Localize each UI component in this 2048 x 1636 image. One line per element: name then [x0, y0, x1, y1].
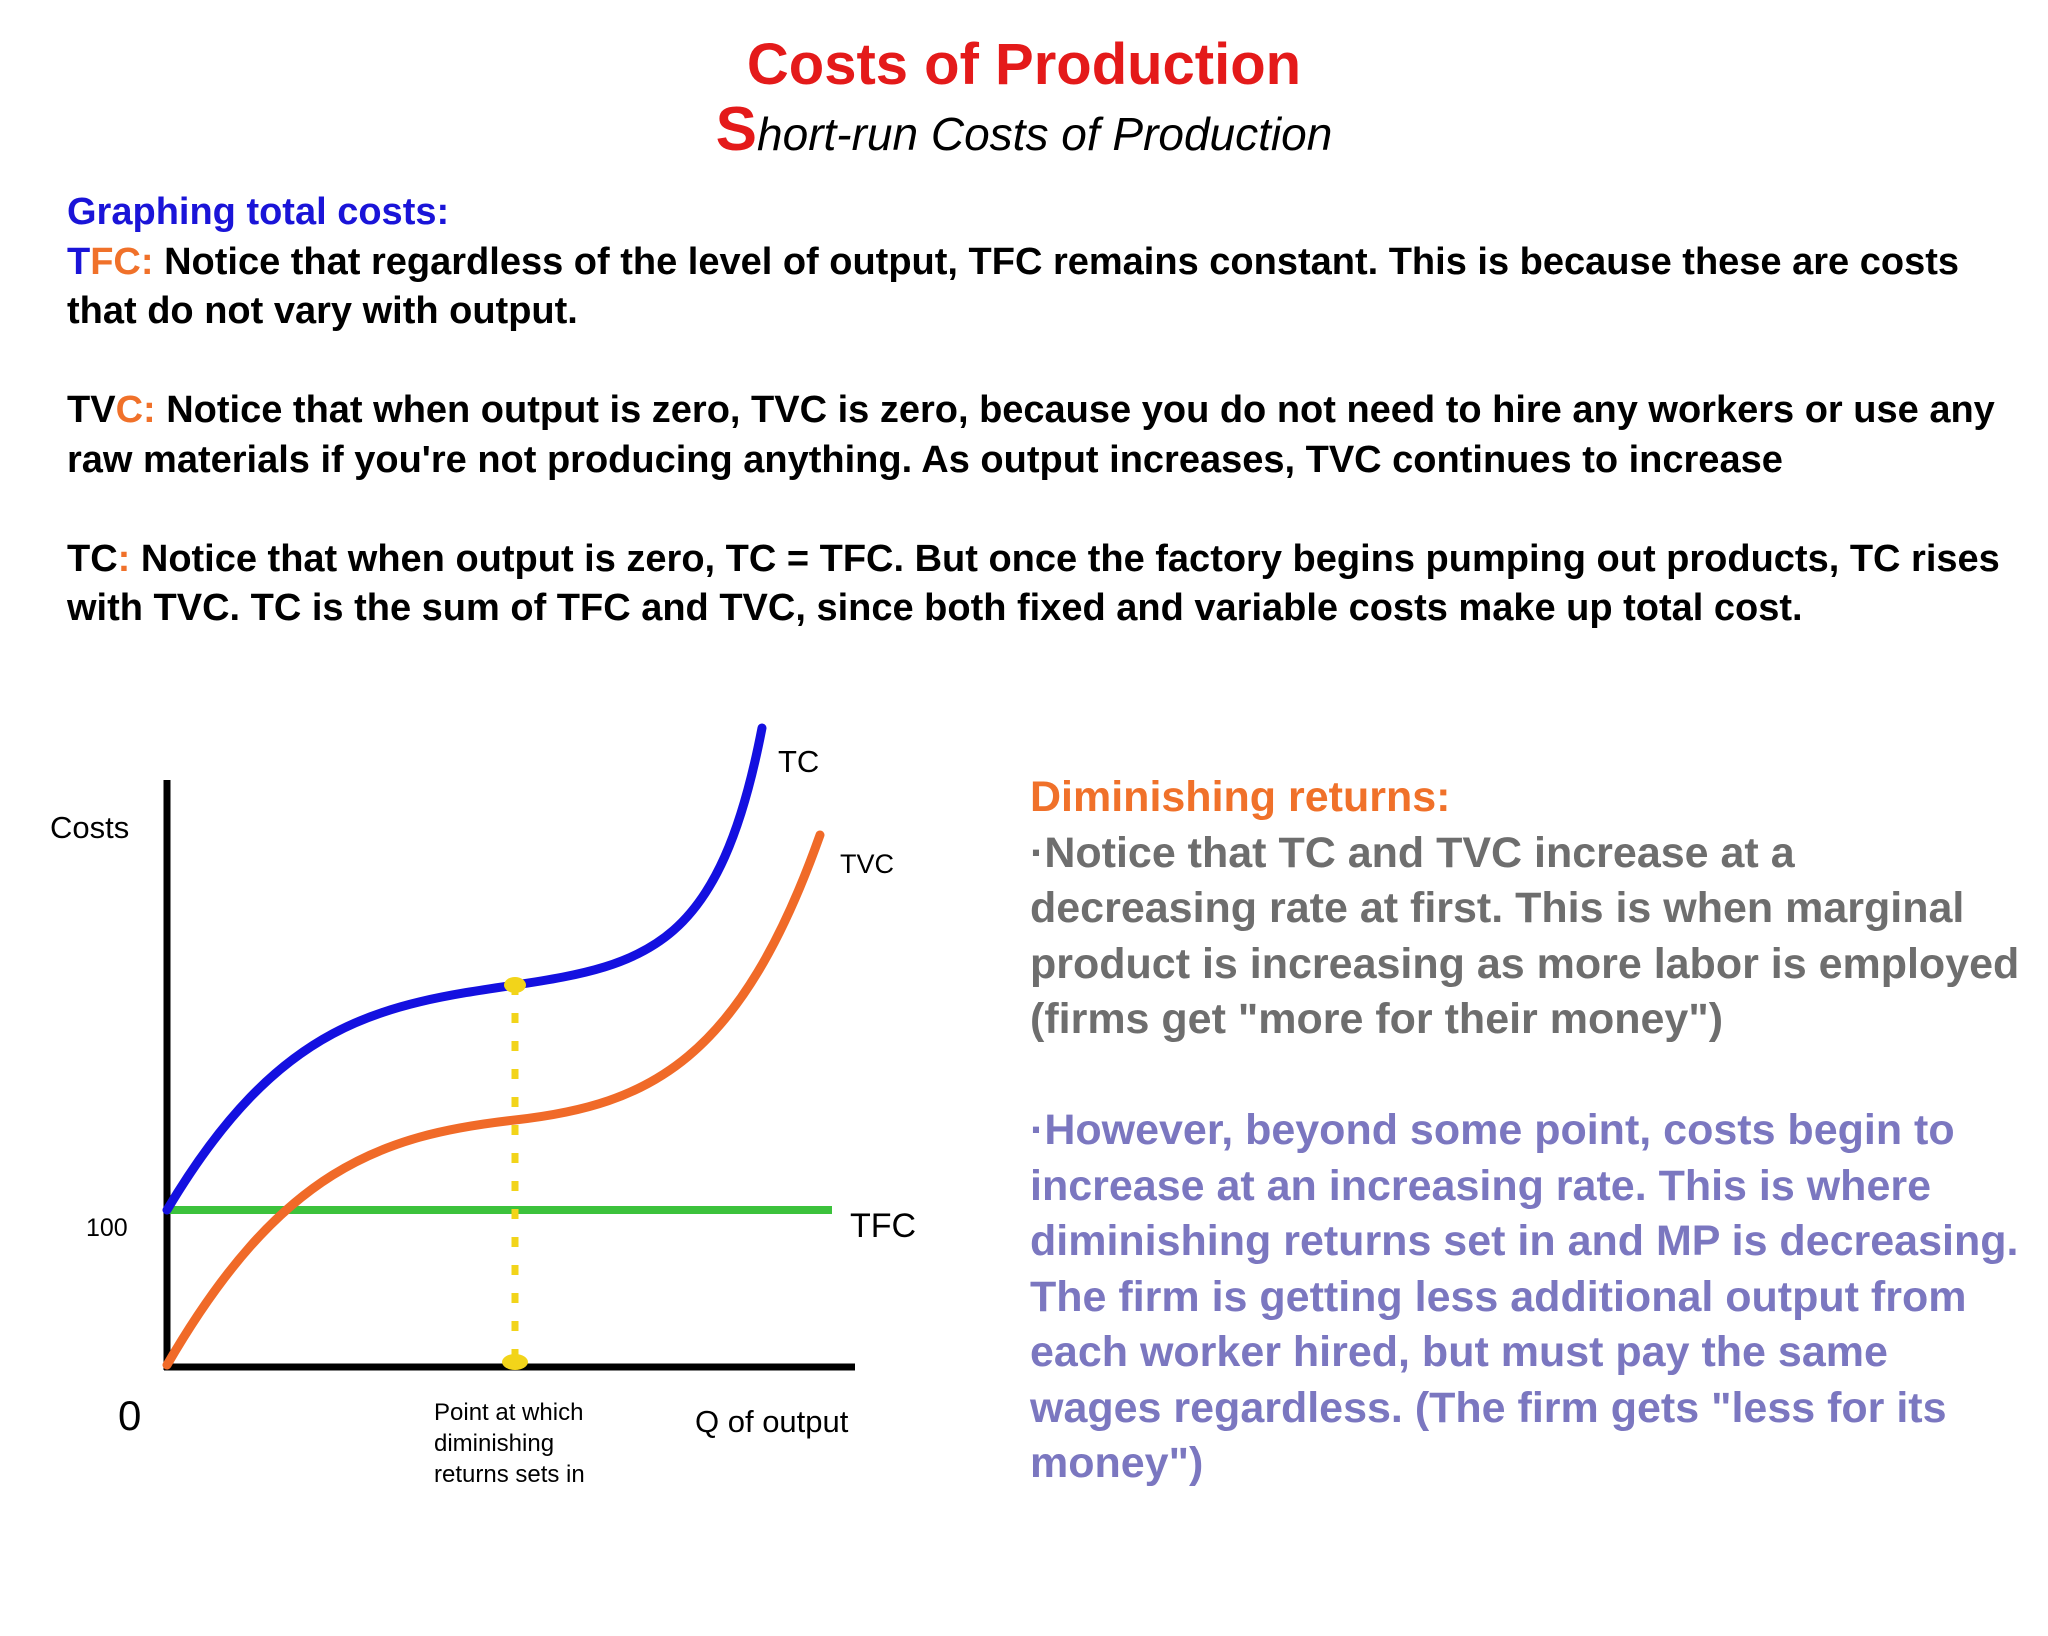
tfc-paragraph: TFC: Notice that regardless of the level…: [67, 238, 2017, 337]
origin-label: 0: [118, 1392, 141, 1439]
tfc-label-t: T: [67, 240, 91, 283]
diminishing-returns-panel: Diminishing returns: ·Notice that TC and…: [1030, 770, 2030, 1492]
tc-curve-label: TC: [778, 744, 819, 779]
explanation-text: Graphing total costs: TFC: Notice that r…: [67, 188, 2017, 634]
page-title: Costs of Production: [746, 32, 1302, 97]
tfc-label-colon: :: [140, 240, 154, 283]
marker-label-line-3: returns sets in: [434, 1461, 585, 1488]
inflection-point-marker: [504, 977, 526, 993]
tvc-curve-label: TVC: [840, 849, 894, 879]
diminishing-returns-point-1: ·Notice that TC and TVC increase at a de…: [1030, 828, 2020, 1044]
tc-label-colon: :: [117, 537, 131, 580]
x-axis-label: Q of output: [695, 1404, 849, 1439]
tvc-label-colon: :: [143, 389, 156, 431]
tvc-paragraph: TVC: Notice that when output is zero, TV…: [67, 386, 2017, 485]
y-tick-label-100: 100: [86, 1214, 128, 1242]
tc-paragraph: TC: Notice that when output is zero, TC …: [67, 535, 2017, 634]
tc-text: Notice that when output is zero, TC = TF…: [67, 537, 2000, 630]
marker-label-line-2: diminishing: [434, 1430, 554, 1457]
cost-curves-diagram: Costs 100 0 Q of output TC TVC TFC Point…: [50, 723, 916, 1488]
tvc-label-tv: TV: [67, 389, 116, 431]
subtitle-rest: hort-run Costs of Production: [757, 108, 1333, 160]
diminishing-returns-point-2: ·However, beyond some point, costs begin…: [1030, 1106, 2019, 1487]
marker-label-line-1: Point at which: [434, 1399, 583, 1426]
page-subtitle: Short-run Costs of Production: [0, 99, 2048, 162]
diminishing-returns-heading: Diminishing returns:: [1030, 773, 1451, 821]
y-axis-label: Costs: [50, 810, 129, 845]
tc-curve: [162, 723, 767, 1215]
output-point-marker: [502, 1354, 528, 1370]
graphing-heading: Graphing total costs:: [67, 191, 450, 233]
tvc-label-c: C: [115, 389, 144, 431]
tfc-text: Notice that regardless of the level of o…: [67, 240, 1959, 333]
subtitle-initial: S: [715, 95, 758, 164]
tc-label: TC: [67, 537, 118, 580]
tfc-label-fc: FC: [90, 240, 141, 283]
tfc-line-label: TFC: [850, 1207, 916, 1245]
tvc-text: Notice that when output is zero, TVC is …: [67, 389, 1995, 481]
tvc-curve: [162, 830, 825, 1370]
